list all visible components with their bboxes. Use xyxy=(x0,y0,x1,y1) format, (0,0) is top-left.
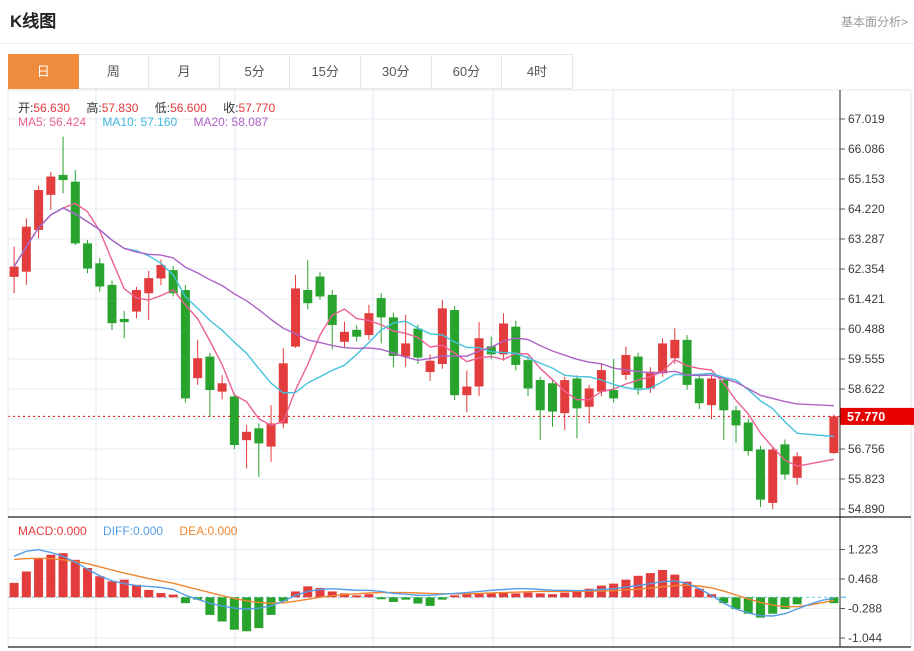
low-value: 56.600 xyxy=(170,101,207,115)
header-divider xyxy=(0,43,914,44)
ohlc-legend: 开:56.630 高:57.830 低:56.600 收:57.770 xyxy=(18,99,288,116)
close-label: 收: xyxy=(223,101,239,115)
svg-text:54.890: 54.890 xyxy=(848,502,885,516)
ma5-value: 56.424 xyxy=(49,115,87,129)
svg-text:65.153: 65.153 xyxy=(848,172,885,186)
current-price-badge xyxy=(840,407,914,425)
low-label: 低: xyxy=(154,101,171,115)
tab-15min[interactable]: 15分 xyxy=(290,54,361,89)
svg-text:-0.288: -0.288 xyxy=(848,602,882,616)
high-label: 高: xyxy=(86,101,102,115)
close-value: 57.770 xyxy=(238,101,276,115)
tab-month[interactable]: 月 xyxy=(149,54,220,89)
ma10-value: 57.160 xyxy=(140,115,178,129)
open-label: 开: xyxy=(18,101,34,115)
tab-60min[interactable]: 60分 xyxy=(431,54,503,89)
ma20-value: 58.087 xyxy=(231,115,269,129)
ma5-label: MA5: xyxy=(18,115,47,129)
svg-text:58.622: 58.622 xyxy=(848,382,885,396)
macd-value: 0.000 xyxy=(56,524,87,538)
macd-label: MACD: xyxy=(18,524,57,538)
svg-text:0.468: 0.468 xyxy=(848,572,878,586)
svg-text:-1.044: -1.044 xyxy=(848,631,882,645)
svg-text:1.223: 1.223 xyxy=(848,543,878,557)
tab-5min[interactable]: 5分 xyxy=(219,54,291,89)
svg-text:59.555: 59.555 xyxy=(848,352,885,366)
tab-30min[interactable]: 30分 xyxy=(360,54,432,89)
svg-text:56.756: 56.756 xyxy=(848,442,885,456)
fundamental-analysis-link[interactable]: 基本面分析> xyxy=(840,15,908,29)
ma-legend: MA5: 56.424 MA10: 57.160 MA20: 58.087 xyxy=(18,115,281,129)
diff-label: DIFF: xyxy=(103,524,134,538)
diff-value: 0.000 xyxy=(133,524,164,538)
open-value: 56.630 xyxy=(33,101,71,115)
svg-text:67.019: 67.019 xyxy=(848,112,885,126)
svg-text:60.488: 60.488 xyxy=(848,322,885,336)
svg-text:64.220: 64.220 xyxy=(848,202,885,216)
svg-text:61.421: 61.421 xyxy=(848,292,885,306)
ma20-label: MA20: xyxy=(193,115,229,129)
svg-text:55.823: 55.823 xyxy=(848,472,885,486)
dea-label: DEA: xyxy=(179,524,208,538)
tab-week[interactable]: 周 xyxy=(78,54,150,89)
svg-text:63.287: 63.287 xyxy=(848,232,885,246)
ma10-label: MA10: xyxy=(102,115,138,129)
tab-4hour[interactable]: 4时 xyxy=(502,54,573,89)
high-value: 57.830 xyxy=(101,101,139,115)
page-title: K线图 xyxy=(10,12,57,31)
dea-value: 0.000 xyxy=(207,524,238,538)
svg-text:57.770: 57.770 xyxy=(847,410,885,424)
period-tabs: 日周月 5分 15分 30分 60分 4时 xyxy=(8,54,573,89)
macd-legend: MACD:0.000 DIFF:0.000 DEA:0.000 xyxy=(18,524,250,538)
svg-text:66.086: 66.086 xyxy=(848,142,885,156)
tab-day[interactable]: 日 xyxy=(8,54,79,89)
svg-text:62.354: 62.354 xyxy=(848,262,885,276)
